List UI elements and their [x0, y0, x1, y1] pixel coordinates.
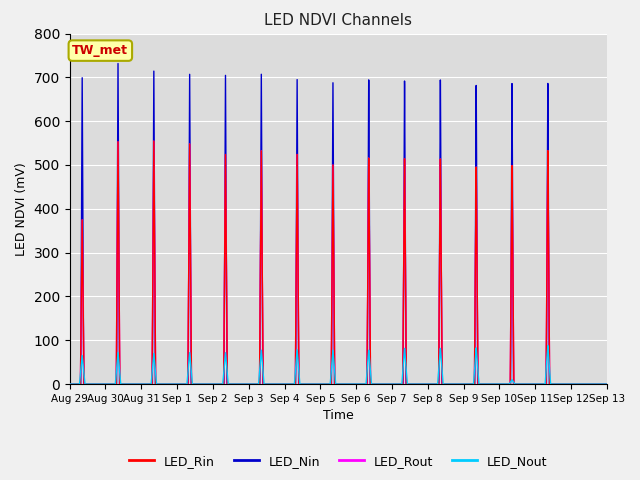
Y-axis label: LED NDVI (mV): LED NDVI (mV): [15, 162, 28, 256]
Legend: LED_Rin, LED_Nin, LED_Rout, LED_Nout: LED_Rin, LED_Nin, LED_Rout, LED_Nout: [124, 450, 552, 473]
Text: TW_met: TW_met: [72, 44, 129, 57]
Title: LED NDVI Channels: LED NDVI Channels: [264, 13, 412, 28]
X-axis label: Time: Time: [323, 409, 354, 422]
